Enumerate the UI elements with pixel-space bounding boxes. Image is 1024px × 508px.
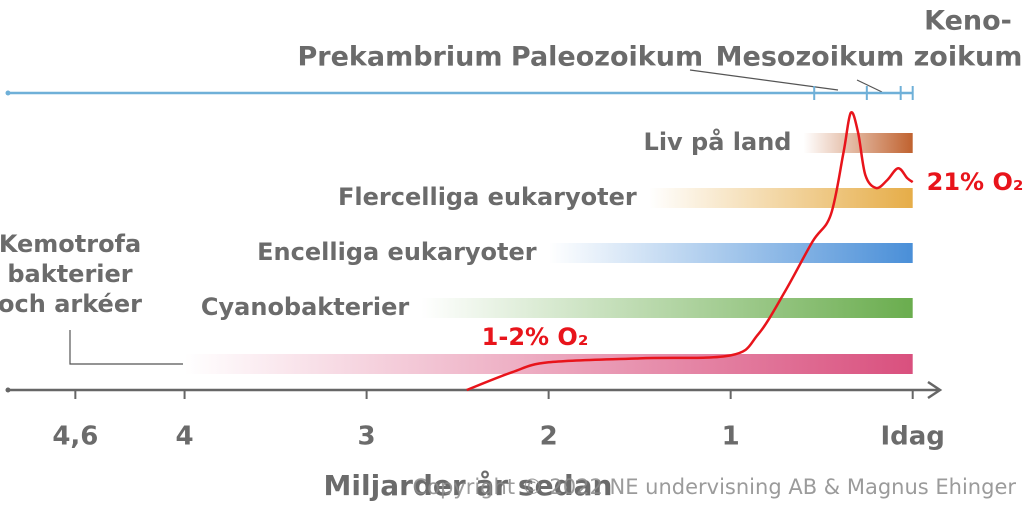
oxygen-annotation: 1-2% O₂: [482, 323, 589, 351]
bar: [803, 133, 913, 153]
era-label: Keno-: [924, 6, 1012, 37]
x-tick-label: 3: [358, 422, 376, 452]
era-label: Paleozoikum: [511, 42, 703, 73]
x-tick-label: 4,6: [52, 422, 98, 452]
bar-label: Liv på land: [644, 127, 792, 156]
bar: [548, 243, 913, 263]
bar-label: Kemotrofa: [0, 230, 141, 258]
axis-arrow: [927, 380, 943, 400]
axis-start: [5, 387, 11, 393]
leader-line: [689, 69, 839, 91]
era-label: Prekambrium: [298, 42, 503, 73]
x-axis-title: Miljarder år sedan: [324, 469, 613, 502]
bar-label: Flercelliga eukaryoter: [338, 183, 637, 211]
x-tick-label: 1: [722, 422, 740, 452]
leader-line: [856, 79, 883, 93]
bar-label: Cyanobakterier: [201, 293, 409, 321]
bar: [648, 188, 913, 208]
bar-label: bakterier: [7, 260, 132, 288]
bar-label: Encelliga eukaryoter: [257, 238, 537, 266]
bracket: [69, 330, 183, 365]
oxygen-annotation: 21% O₂: [927, 168, 1024, 196]
x-tick-label: 4: [176, 422, 194, 452]
bar: [184, 354, 913, 374]
bar-label: och arkéer: [0, 290, 142, 318]
oxygen-curve: [466, 111, 914, 392]
era-line-end: [5, 90, 11, 96]
bar: [421, 298, 913, 318]
era-label: zoikum: [914, 42, 1023, 73]
copyright: Copyright © 2022 NE undervisning AB & Ma…: [412, 475, 1016, 499]
era-label: Mesozoikum: [716, 42, 905, 73]
x-tick-label: Idag: [880, 422, 944, 452]
x-tick-label: 2: [540, 422, 558, 452]
